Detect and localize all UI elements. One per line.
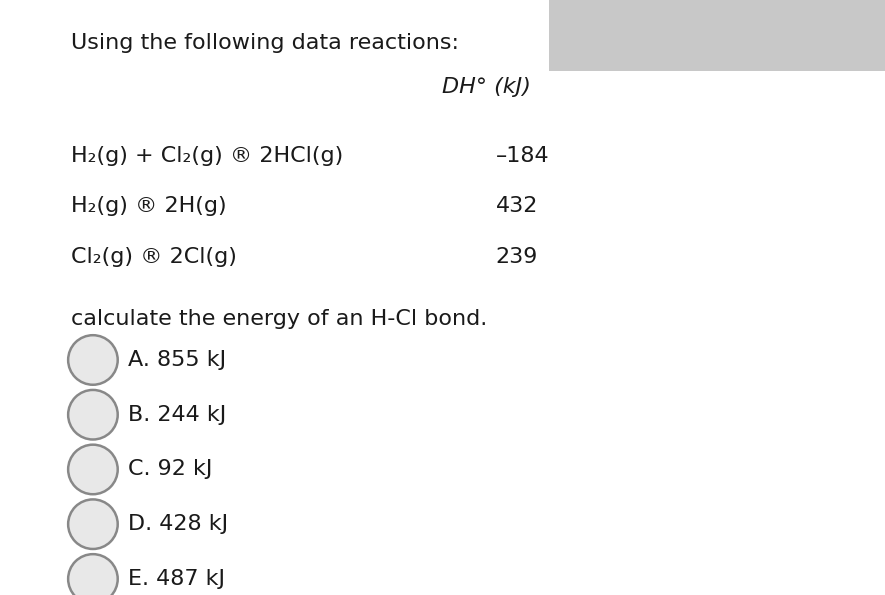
Text: Cl₂(g) ® 2Cl(g): Cl₂(g) ® 2Cl(g)	[71, 247, 236, 267]
Text: 239: 239	[496, 247, 538, 267]
Text: 432: 432	[496, 196, 538, 217]
Ellipse shape	[68, 335, 118, 385]
Text: –184: –184	[496, 146, 550, 166]
Bar	[549, 0, 885, 71]
Text: calculate the energy of an H-Cl bond.: calculate the energy of an H-Cl bond.	[71, 309, 487, 330]
Text: DH° (kJ): DH° (kJ)	[442, 77, 531, 98]
Ellipse shape	[68, 390, 118, 440]
Ellipse shape	[68, 499, 118, 549]
Text: B. 244 kJ: B. 244 kJ	[128, 405, 227, 425]
Text: D. 428 kJ: D. 428 kJ	[128, 514, 228, 534]
Ellipse shape	[68, 554, 118, 595]
Text: H₂(g) + Cl₂(g) ® 2HCl(g): H₂(g) + Cl₂(g) ® 2HCl(g)	[71, 146, 343, 166]
Text: Using the following data reactions:: Using the following data reactions:	[71, 33, 458, 53]
Text: E. 487 kJ: E. 487 kJ	[128, 569, 226, 589]
Ellipse shape	[68, 444, 118, 494]
Text: H₂(g) ® 2H(g): H₂(g) ® 2H(g)	[71, 196, 227, 217]
Text: A. 855 kJ: A. 855 kJ	[128, 350, 227, 370]
Text: C. 92 kJ: C. 92 kJ	[128, 459, 212, 480]
